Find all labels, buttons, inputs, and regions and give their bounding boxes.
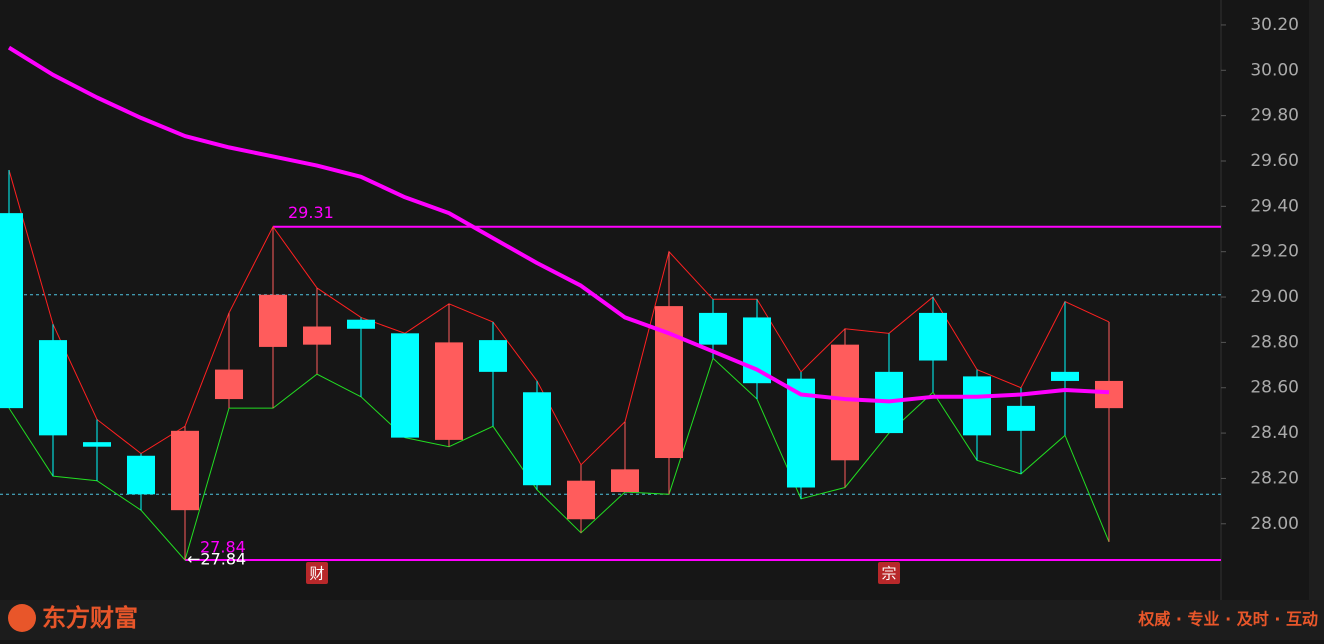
candle-body bbox=[523, 392, 551, 486]
y-tick-label: 28.20 bbox=[1250, 468, 1299, 488]
y-tick-label: 28.60 bbox=[1250, 378, 1299, 398]
event-badge bbox=[878, 562, 900, 584]
candle-body bbox=[215, 369, 243, 400]
candle-body bbox=[1095, 380, 1123, 409]
candle-body bbox=[171, 430, 199, 511]
slogan: 权威 · 专业 · 及时 · 互动 bbox=[1137, 610, 1318, 629]
y-tick-label: 28.80 bbox=[1250, 332, 1299, 352]
candle-body bbox=[919, 312, 947, 361]
y-tick-label: 29.00 bbox=[1250, 287, 1299, 307]
y-tick-label: 29.40 bbox=[1250, 196, 1299, 216]
candle-body bbox=[435, 342, 463, 440]
candle-body bbox=[259, 294, 287, 347]
candle-body bbox=[479, 340, 507, 372]
scrollbar[interactable] bbox=[1309, 0, 1324, 600]
candle-body bbox=[963, 376, 991, 436]
candle-body bbox=[1051, 371, 1079, 381]
y-tick-label: 30.20 bbox=[1250, 15, 1299, 35]
min-arrow-label: ←27.84 bbox=[187, 550, 246, 569]
candle-body bbox=[83, 442, 111, 447]
candle-body bbox=[39, 340, 67, 436]
ma-line bbox=[7, 45, 1110, 404]
candle-body bbox=[1007, 405, 1035, 431]
candle-body bbox=[303, 326, 331, 345]
y-tick-label: 29.60 bbox=[1250, 151, 1299, 171]
y-tick-label: 30.00 bbox=[1250, 60, 1299, 80]
y-tick-label: 29.20 bbox=[1250, 242, 1299, 262]
footer bbox=[0, 600, 1324, 640]
max-label: 29.31 bbox=[288, 203, 334, 222]
event-label: 宗 bbox=[881, 565, 896, 583]
event-label: 财 bbox=[309, 565, 324, 583]
min-label: 27.84 bbox=[200, 538, 246, 557]
event-badge bbox=[306, 562, 328, 584]
y-tick-label: 28.00 bbox=[1250, 514, 1299, 534]
candle-body bbox=[391, 333, 419, 438]
candle-body bbox=[611, 469, 639, 493]
y-tick-label: 28.40 bbox=[1250, 423, 1299, 443]
logo: 东方财富 bbox=[42, 604, 138, 632]
y-tick-label: 29.80 bbox=[1250, 106, 1299, 126]
candle-body bbox=[127, 455, 155, 495]
candle-body bbox=[347, 319, 375, 329]
candle-body bbox=[743, 317, 771, 384]
candle-body bbox=[831, 344, 859, 461]
candle-body bbox=[0, 213, 23, 409]
candle-body bbox=[699, 312, 727, 345]
candle-body bbox=[567, 480, 595, 520]
high-line bbox=[8, 169, 1110, 466]
logo-icon bbox=[8, 604, 36, 632]
